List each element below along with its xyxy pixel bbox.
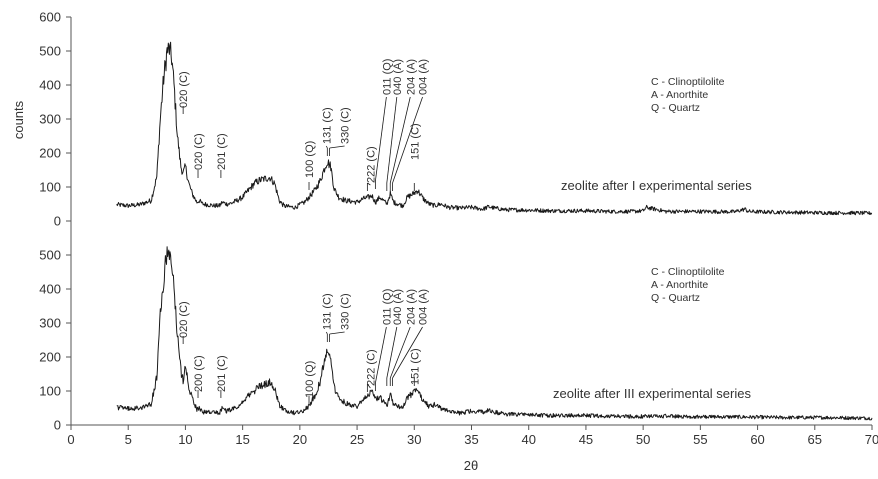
peak-label-bottom: 011 (Q) [381, 289, 393, 325]
x-tick-label: 55 [693, 432, 707, 447]
peak-connector-bottom [386, 326, 398, 379]
peak-label-bottom: 201 (C) [216, 355, 228, 392]
series-caption-bottom: zeolite after III experimental series [553, 386, 751, 401]
x-tick-label: 35 [464, 432, 478, 447]
peak-label-top: 020 (C) [178, 71, 190, 108]
peak-label-bottom: 100 (Q) [304, 361, 316, 398]
x-axis-label: 2θ [464, 458, 478, 473]
peak-label-top: 040 (A) [392, 59, 404, 95]
x-tick-label: 40 [521, 432, 535, 447]
y-tick-label: 0 [54, 418, 61, 433]
peak-label-bottom: 020 (C) [178, 301, 190, 338]
x-tick-label: 30 [407, 432, 421, 447]
x-tick-label: 0 [67, 432, 74, 447]
y-tick-label: 300 [39, 316, 61, 331]
x-tick-label: 25 [350, 432, 364, 447]
x-tick-label: 5 [125, 432, 132, 447]
peak-label-top: 222 (C) [365, 146, 377, 183]
peak-label-bottom: 200 (C) [193, 355, 205, 392]
y-tick-label: 200 [39, 350, 61, 365]
peak-label-top: 204 (A) [405, 59, 417, 95]
peak-connector-top [367, 182, 371, 186]
peak-connector-top [389, 96, 411, 184]
y-tick-label: 400 [39, 282, 61, 297]
peak-label-top: 100 (Q) [304, 141, 316, 178]
peak-label-top: 020 (C) [193, 133, 205, 170]
y-tick-label: 100 [39, 180, 61, 195]
peak-label-top: 011 (Q) [381, 59, 393, 95]
series-layer [116, 41, 873, 421]
peak-label-top: 004 (A) [418, 59, 430, 95]
legend-entry-top: Q - Quartz [651, 102, 700, 114]
peak-label-bottom: 004 (A) [418, 289, 430, 325]
legend-entry-bottom: Q - Quartz [651, 292, 700, 304]
series-line-top [116, 41, 873, 216]
legend-entry-top: C - Clinoptilolite [651, 76, 725, 88]
y-tick-label: 500 [39, 44, 61, 59]
peak-connector-top [374, 96, 387, 182]
peak-connector-top [325, 145, 328, 149]
peak-label-bottom: 330 (C) [340, 293, 352, 330]
legend-entry-bottom: C - Clinoptilolite [651, 266, 725, 278]
x-tick-label: 10 [178, 432, 192, 447]
y-tick-label: 100 [39, 384, 61, 399]
x-tick-label: 50 [636, 432, 650, 447]
x-tick-label: 65 [808, 432, 822, 447]
peak-label-top: 131 (C) [321, 107, 333, 144]
peak-label-top: 151 (C) [409, 123, 421, 160]
axes-layer: 0 5 10 15 20 25 30 35 40 45 50 55 60 65 70 0 100 200 300 40… [39, 10, 878, 448]
peak-connector-top [329, 145, 345, 149]
peak-label-bottom: 131 (C) [321, 293, 333, 330]
y-tick-label: 0 [54, 214, 61, 229]
peak-label-bottom: 204 (A) [405, 289, 417, 325]
peak-label-top: 201 (C) [216, 133, 228, 170]
y-tick-label: 600 [39, 10, 61, 25]
peak-connector-bottom [374, 326, 387, 384]
y-tick-label: 300 [39, 112, 61, 127]
series-caption-top: zeolite after I experimental series [561, 178, 752, 193]
x-tick-label: 20 [293, 432, 307, 447]
y-axis-label: counts [11, 100, 26, 139]
peak-label-bottom: 151 (C) [409, 348, 421, 385]
y-tick-label: 200 [39, 146, 61, 161]
x-tick-label: 15 [235, 432, 249, 447]
legend-entry-bottom: A - Anorthite [651, 279, 708, 291]
annotation-layer: 020 (C) 020 (C) 201 (C) 100 (Q) 131 (C) 330 (… [178, 59, 752, 404]
y-tick-label: 400 [39, 78, 61, 93]
peak-connector-bottom [389, 326, 411, 379]
peak-connector-bottom [367, 383, 371, 389]
peak-label-bottom: 222 (C) [365, 349, 377, 386]
series-line-bottom [116, 246, 873, 421]
x-tick-label: 45 [579, 432, 593, 447]
peak-label-bottom: 040 (A) [392, 289, 404, 325]
peak-connector-bottom [392, 326, 423, 379]
y-tick-label: 500 [39, 248, 61, 263]
x-tick-label: 70 [865, 432, 878, 447]
legend-entry-top: A - Anorthite [651, 89, 708, 101]
peak-connector-bottom [329, 331, 345, 335]
x-tick-label: 60 [750, 432, 764, 447]
peak-label-top: 330 (C) [340, 107, 352, 144]
peak-connector-bottom [325, 331, 328, 335]
peak-connector-top [392, 96, 423, 184]
peak-connector-top [386, 96, 398, 184]
